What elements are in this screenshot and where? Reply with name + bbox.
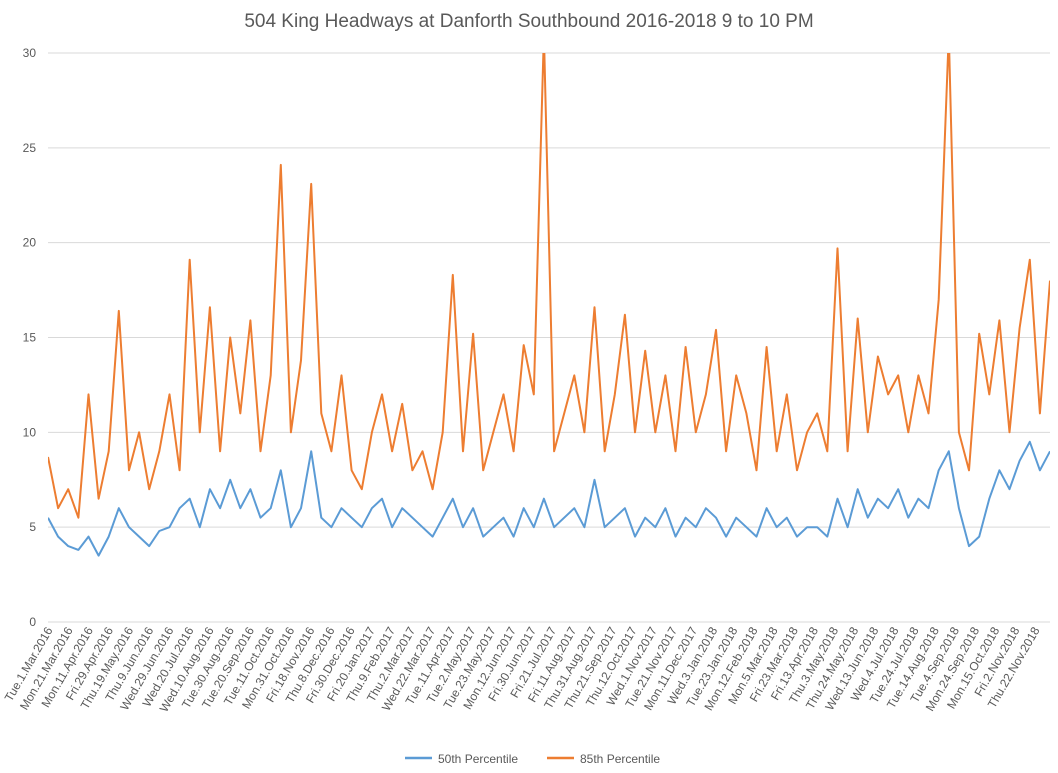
y-tick-label: 15 — [23, 331, 37, 345]
y-tick-label: 30 — [23, 46, 37, 60]
y-tick-label: 0 — [29, 615, 36, 629]
y-tick-label: 20 — [23, 236, 37, 250]
y-tick-label: 5 — [29, 520, 36, 534]
legend-label-85th: 85th Percentile — [580, 752, 660, 766]
y-tick-label: 10 — [23, 425, 37, 439]
legend-label-50th: 50th Percentile — [438, 752, 518, 766]
series-line-50th — [48, 440, 1050, 557]
series-line-85th — [48, 53, 1050, 519]
chart-title: 504 King Headways at Danforth Southbound… — [244, 11, 813, 32]
y-tick-label: 25 — [23, 141, 37, 155]
legend: 50th Percentile 85th Percentile — [405, 752, 660, 766]
